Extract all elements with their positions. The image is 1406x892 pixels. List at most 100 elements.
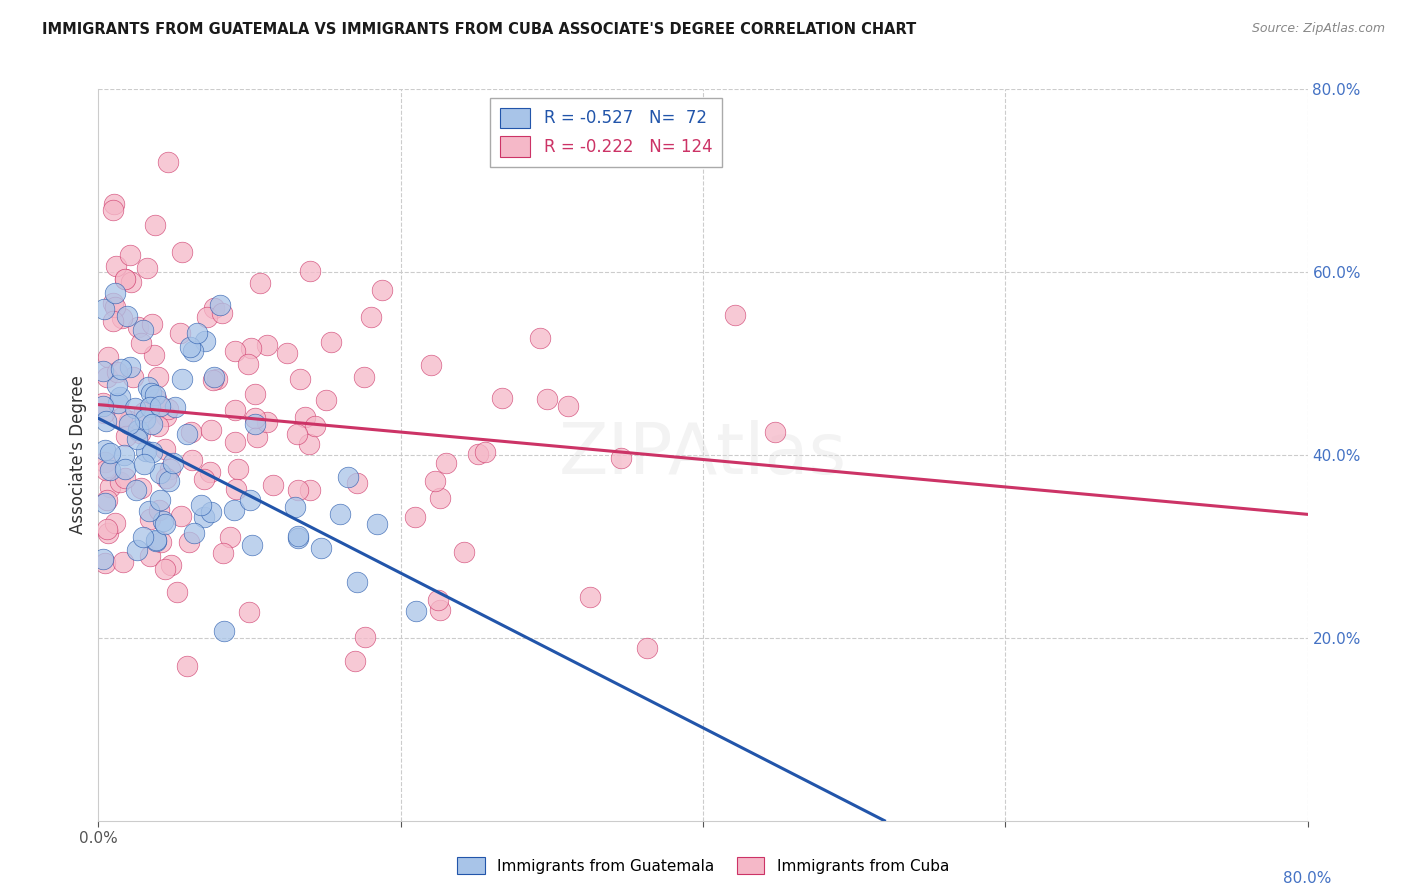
Point xyxy=(225,482,247,496)
Point xyxy=(243,387,266,401)
Point xyxy=(177,534,200,549)
Point xyxy=(529,331,551,345)
Point xyxy=(93,455,115,469)
Point xyxy=(262,478,284,492)
Point xyxy=(138,511,160,525)
Point xyxy=(579,591,602,605)
Point xyxy=(96,414,118,428)
Point xyxy=(319,335,342,350)
Point xyxy=(143,348,166,362)
Point xyxy=(124,401,146,415)
Point xyxy=(226,461,249,475)
Point xyxy=(114,271,136,285)
Text: 80.0%: 80.0% xyxy=(1284,871,1331,886)
Point xyxy=(91,364,114,378)
Point xyxy=(170,509,193,524)
Point xyxy=(176,426,198,441)
Point xyxy=(212,546,235,560)
Point xyxy=(132,457,155,471)
Point xyxy=(186,326,208,341)
Point xyxy=(404,510,426,524)
Point xyxy=(557,399,579,413)
Text: IMMIGRANTS FROM GUATEMALA VS IMMIGRANTS FROM CUBA ASSOCIATE'S DEGREE CORRELATION: IMMIGRANTS FROM GUATEMALA VS IMMIGRANTS … xyxy=(42,22,917,37)
Legend: Immigrants from Guatemala, Immigrants from Cuba: Immigrants from Guatemala, Immigrants fr… xyxy=(451,851,955,880)
Point xyxy=(315,392,337,407)
Point xyxy=(114,271,136,285)
Point xyxy=(284,500,307,515)
Point xyxy=(429,491,451,505)
Point xyxy=(763,425,786,439)
Point xyxy=(256,338,278,352)
Point xyxy=(155,562,177,576)
Point xyxy=(609,450,631,465)
Point xyxy=(104,259,127,273)
Point xyxy=(149,399,172,413)
Point xyxy=(211,306,233,320)
Point xyxy=(160,558,183,572)
Point xyxy=(104,286,127,301)
Point xyxy=(125,483,148,498)
Point xyxy=(425,475,447,489)
Point xyxy=(299,264,322,278)
Point xyxy=(434,456,457,470)
Point xyxy=(179,340,201,354)
Point xyxy=(202,301,225,316)
Point xyxy=(132,530,155,544)
Point xyxy=(193,509,215,524)
Point xyxy=(101,296,124,310)
Point xyxy=(245,417,267,431)
Point xyxy=(118,359,141,374)
Point xyxy=(304,418,326,433)
Point xyxy=(294,409,316,424)
Point xyxy=(141,445,163,459)
Point xyxy=(299,483,322,497)
Point xyxy=(224,343,246,358)
Point xyxy=(239,493,262,508)
Point xyxy=(149,467,172,481)
Point xyxy=(153,517,176,532)
Legend: R = -0.527   N=  72, R = -0.222   N= 124: R = -0.527 N= 72, R = -0.222 N= 124 xyxy=(491,97,723,167)
Point xyxy=(138,504,160,518)
Point xyxy=(96,370,118,384)
Text: Source: ZipAtlas.com: Source: ZipAtlas.com xyxy=(1251,22,1385,36)
Point xyxy=(93,302,115,317)
Point xyxy=(419,358,441,372)
Point xyxy=(453,545,475,559)
Point xyxy=(224,403,246,417)
Point xyxy=(157,401,180,416)
Point xyxy=(240,342,263,356)
Point xyxy=(107,396,129,410)
Point xyxy=(127,320,149,334)
Point xyxy=(198,465,221,479)
Point xyxy=(101,314,124,328)
Point xyxy=(98,445,121,459)
Point xyxy=(104,300,127,314)
Point xyxy=(346,574,368,589)
Point xyxy=(224,435,246,450)
Point xyxy=(96,493,118,508)
Point xyxy=(98,480,121,494)
Point xyxy=(176,658,198,673)
Point xyxy=(107,378,129,392)
Point xyxy=(157,155,180,169)
Point xyxy=(360,310,382,324)
Point xyxy=(371,283,394,297)
Point xyxy=(298,437,321,451)
Point xyxy=(93,406,115,420)
Point xyxy=(138,380,160,394)
Point xyxy=(245,411,267,425)
Point xyxy=(256,415,278,429)
Point xyxy=(238,605,260,619)
Point xyxy=(118,414,141,428)
Point xyxy=(93,496,115,510)
Point xyxy=(127,424,149,438)
Point xyxy=(287,529,309,543)
Point xyxy=(287,531,309,545)
Point xyxy=(491,392,513,406)
Point xyxy=(139,386,162,401)
Point xyxy=(135,443,157,458)
Point xyxy=(353,630,375,644)
Point xyxy=(145,533,167,547)
Point xyxy=(97,351,120,365)
Point xyxy=(276,345,298,359)
